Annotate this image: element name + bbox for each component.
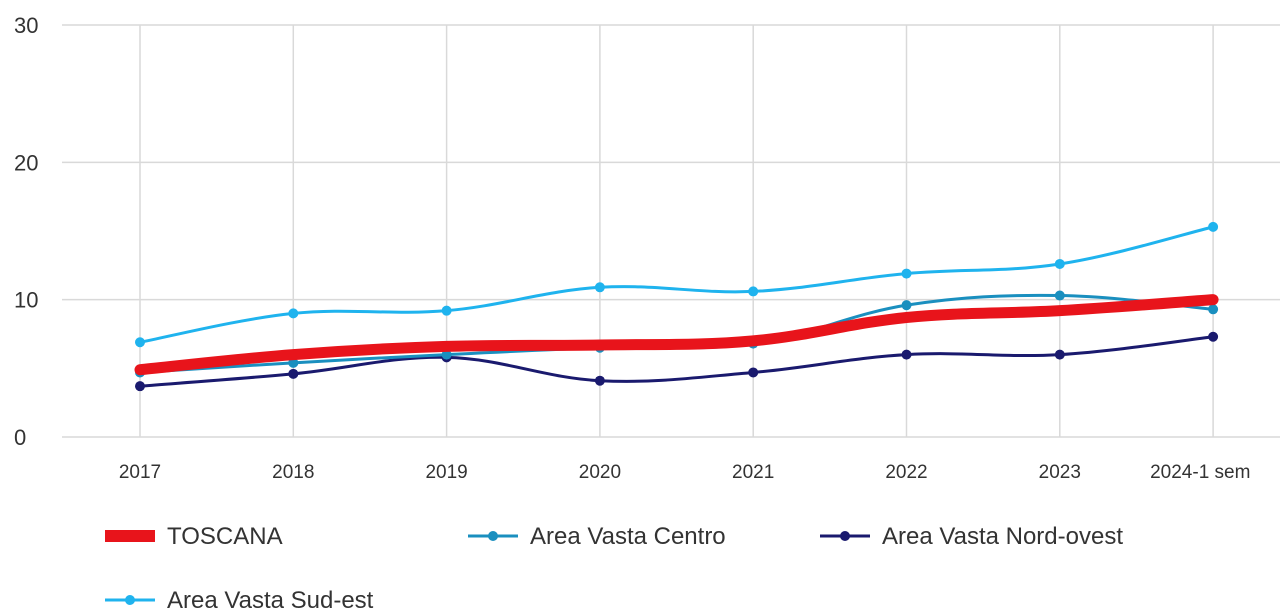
legend-label-area-vasta-sud-est: Area Vasta Sud-est: [167, 587, 374, 609]
series-line-area-vasta-sud-est: [138, 225, 1215, 344]
y-tick-label: 20: [14, 150, 38, 175]
data-point-area-vasta-nord-ovest: [1054, 349, 1065, 360]
data-point-area-vasta-sud-est: [594, 282, 605, 293]
data-point-area-vasta-nord-ovest: [1208, 331, 1219, 342]
legend-swatch-toscana: [105, 530, 155, 542]
series-line-toscana: [134, 294, 1219, 376]
legend-label-area-vasta-centro: Area Vasta Centro: [530, 523, 726, 550]
data-point-area-vasta-sud-est: [441, 305, 452, 316]
y-tick-label: 10: [14, 288, 38, 313]
data-point-area-vasta-sud-est: [1208, 221, 1219, 232]
data-point-area-vasta-centro: [441, 349, 452, 360]
x-tick-label: 2023: [1039, 462, 1081, 483]
data-point-area-vasta-nord-ovest: [135, 381, 145, 392]
data-point-area-vasta-centro: [288, 357, 299, 368]
series-line-area-vasta-nord-ovest: [138, 335, 1215, 388]
x-tick-label: 2024-1 sem: [1150, 462, 1250, 483]
legend-label-area-vasta-nord-ovest: Area Vasta Nord-ovest: [882, 523, 1123, 550]
data-point-area-vasta-centro: [1208, 304, 1219, 315]
legend-label-toscana: TOSCANA: [167, 523, 283, 550]
data-point-area-vasta-nord-ovest: [748, 367, 759, 378]
series-toscana: [134, 294, 1219, 376]
x-tick-label: 2022: [885, 462, 927, 483]
data-point-area-vasta-nord-ovest: [288, 368, 299, 379]
legend-item-area-vasta-sud-est: Area Vasta Sud-est: [105, 587, 374, 609]
data-point-area-vasta-sud-est: [748, 286, 759, 297]
x-axis-ticks: 2017 2018 2019 2020 2021 2022 2023 2024-1 sem: [119, 462, 1251, 483]
legend-marker-area-vasta-nord-ovest: [840, 531, 850, 541]
y-tick-label: 30: [14, 13, 38, 38]
series-area-vasta-nord-ovest: [135, 331, 1219, 392]
data-point-area-vasta-nord-ovest: [901, 349, 912, 360]
y-axis-ticks: 0 10 20 30: [14, 13, 38, 450]
legend: TOSCANA Area Vasta Centro Area Vasta Nord-…: [105, 523, 1123, 609]
data-point-area-vasta-nord-ovest: [594, 375, 605, 386]
x-tick-label: 2020: [579, 462, 621, 483]
x-tick-label: 2017: [119, 462, 161, 483]
data-point-area-vasta-centro: [901, 300, 912, 311]
legend-item-toscana: TOSCANA: [105, 523, 283, 550]
data-point-area-vasta-sud-est: [288, 308, 299, 319]
grid-lines: [62, 24, 1280, 438]
legend-item-area-vasta-nord-ovest: Area Vasta Nord-ovest: [820, 523, 1123, 550]
x-tick-label: 2018: [272, 462, 314, 483]
data-point-area-vasta-centro: [1054, 290, 1065, 301]
x-tick-label: 2021: [732, 462, 774, 483]
y-tick-label: 0: [14, 425, 26, 450]
x-tick-label: 2019: [425, 462, 467, 483]
legend-marker-area-vasta-sud-est: [125, 595, 135, 605]
data-point-area-vasta-sud-est: [1054, 258, 1065, 269]
series-area-vasta-centro: [135, 290, 1219, 378]
series-area-vasta-sud-est: [135, 221, 1219, 348]
legend-item-area-vasta-centro: Area Vasta Centro: [468, 523, 726, 550]
legend-marker-area-vasta-centro: [488, 531, 498, 541]
data-point-area-vasta-sud-est: [135, 337, 145, 348]
data-point-area-vasta-sud-est: [901, 268, 912, 279]
series-lines: [134, 221, 1219, 392]
